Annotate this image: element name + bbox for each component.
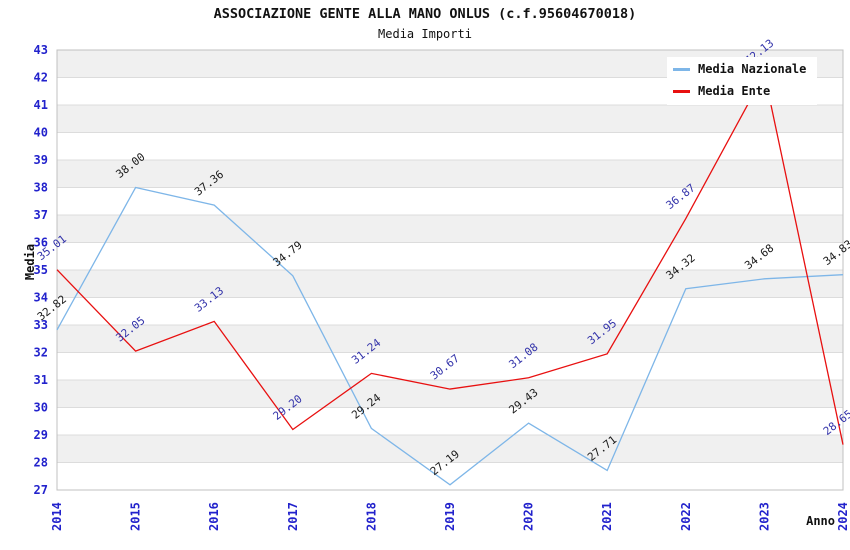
y-tick-label: 40 <box>34 126 48 140</box>
x-tick-label: 2016 <box>207 502 221 531</box>
y-tick-label: 35 <box>34 263 48 277</box>
media-nazionale-line-swatch-icon <box>673 67 690 71</box>
y-tick-label: 28 <box>34 456 48 470</box>
legend-label: Media Ente <box>698 84 771 98</box>
x-tick-label: 2014 <box>50 502 64 531</box>
y-tick-label: 29 <box>34 428 48 442</box>
x-tick-label: 2015 <box>129 502 143 531</box>
y-axis-title: Media <box>23 243 37 281</box>
x-axis-title: Anno <box>806 514 835 528</box>
plot-band <box>57 325 843 353</box>
plot-band <box>57 160 843 188</box>
x-tick-label: 2020 <box>522 502 536 531</box>
chart-subtitle: Media Importi <box>378 27 472 41</box>
y-tick-label: 33 <box>34 318 48 332</box>
x-tick-label: 2023 <box>757 502 771 531</box>
legend-label: Media Nazionale <box>698 62 807 76</box>
series-line-media-ente <box>56 72 844 445</box>
legend-item-media-nazionale: Media Nazionale <box>667 58 817 80</box>
y-tick-label: 36 <box>34 236 48 250</box>
x-tick-label: 2024 <box>836 502 850 531</box>
y-tick-label: 30 <box>34 401 48 415</box>
x-tick-label: 2021 <box>600 502 614 531</box>
plot-band <box>57 297 843 325</box>
plot-band <box>57 407 843 435</box>
x-tick-label: 2022 <box>679 502 693 531</box>
y-tick-label: 37 <box>34 208 48 222</box>
y-tick-label: 27 <box>34 483 48 497</box>
y-tick-label: 39 <box>34 153 48 167</box>
x-tick-label: 2017 <box>286 502 300 531</box>
y-tick-label: 41 <box>34 98 48 112</box>
chart-title: ASSOCIAZIONE GENTE ALLA MANO ONLUS (c.f.… <box>213 6 637 22</box>
y-tick-label: 42 <box>34 71 48 85</box>
legend: Media Nazionale Media Ente <box>667 57 817 105</box>
plot-band <box>57 132 843 160</box>
y-tick-label: 38 <box>34 181 48 195</box>
plot-band <box>57 435 843 463</box>
y-tick-label: 32 <box>34 346 48 360</box>
plot-band <box>57 105 843 133</box>
plot-band <box>57 215 843 243</box>
y-tick-label: 31 <box>34 373 48 387</box>
legend-item-media-ente: Media Ente <box>667 80 817 102</box>
plot-band <box>57 380 843 408</box>
plot-band <box>57 352 843 380</box>
plot-band <box>57 270 843 298</box>
plot-band <box>57 187 843 215</box>
media-ente-line-swatch-icon <box>673 89 690 93</box>
x-tick-label: 2019 <box>443 502 457 531</box>
y-tick-label: 43 <box>34 43 48 57</box>
plot-band <box>57 242 843 270</box>
x-tick-label: 2018 <box>364 502 378 531</box>
series-line-media-nazionale <box>56 186 844 486</box>
y-tick-label: 34 <box>34 291 48 305</box>
